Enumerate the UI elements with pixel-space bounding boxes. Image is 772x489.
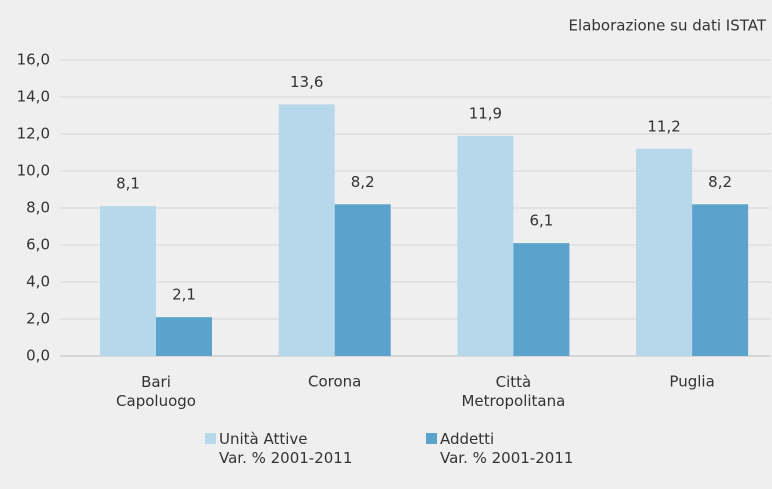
annotation: Elaborazione su dati ISTAT	[569, 17, 767, 35]
y-tick-label: 12,0	[17, 125, 50, 143]
x-tick-label: Puglia	[669, 373, 714, 391]
value-label: 8,2	[708, 173, 732, 191]
y-tick-label: 6,0	[26, 236, 50, 254]
x-tick-label: Città Metropolitana	[461, 373, 565, 410]
y-tick-label: 4,0	[26, 273, 50, 291]
bar	[692, 204, 749, 356]
x-tick-label: Corona	[308, 373, 361, 391]
bar	[156, 317, 212, 356]
y-tick-label: 0,0	[26, 347, 50, 365]
x-tick-label: Bari Capoluogo	[116, 373, 196, 410]
y-tick-label: 2,0	[26, 310, 50, 328]
value-label: 11,9	[469, 104, 502, 122]
bar	[100, 206, 156, 356]
y-tick-label: 10,0	[17, 162, 50, 180]
value-label: 8,1	[116, 175, 140, 193]
value-label: 2,1	[172, 286, 196, 304]
value-label: 13,6	[290, 73, 323, 91]
value-label: 6,1	[529, 212, 553, 230]
value-label: 11,2	[647, 117, 680, 135]
legend-swatch	[205, 433, 216, 444]
bar	[513, 243, 570, 356]
y-tick-label: 14,0	[17, 88, 50, 106]
value-label: 8,2	[351, 173, 375, 191]
bar	[278, 104, 335, 357]
bar	[334, 204, 391, 356]
bar	[636, 148, 693, 356]
legend-label: Addetti Var. % 2001-2011	[440, 430, 573, 467]
y-tick-label: 16,0	[17, 51, 50, 69]
y-tick-label: 8,0	[26, 199, 50, 217]
legend-label: Unità Attive Var. % 2001-2011	[219, 430, 352, 467]
bar	[457, 135, 514, 356]
legend-swatch	[426, 433, 437, 444]
